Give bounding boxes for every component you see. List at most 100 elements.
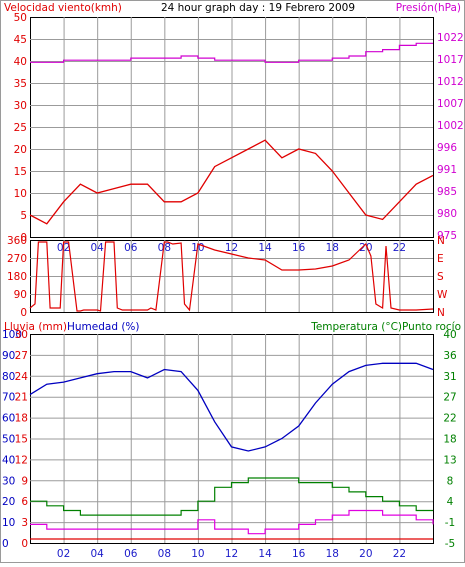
humidity-tick-label: 70 [2, 392, 15, 404]
humidity-tick-label: 0 [2, 538, 9, 550]
pressure-tick-label: 1002 [437, 120, 464, 132]
temperature-tick-label: -1 [445, 517, 455, 529]
hour-tick-label: 04 [90, 548, 104, 560]
humidity-tick-label: 30 [2, 475, 15, 487]
pressure-tick-label: 975 [437, 230, 457, 242]
temperature-line [30, 477, 433, 516]
compass-tick-label: E [437, 253, 444, 265]
humidity-line [29, 362, 434, 452]
compass-tick-label: N [437, 307, 445, 319]
hour-tick-label: 06 [124, 242, 138, 254]
hour-tick-label: 16 [292, 548, 306, 560]
pressure-tick-label: 991 [437, 164, 457, 176]
axis-ticks: 0202040406060808101012121414161618182020… [2, 12, 464, 560]
humidity-tick-label: 40 [2, 454, 15, 466]
wind-tick-label: 10 [14, 188, 27, 200]
wind-tick-label: 5 [20, 210, 27, 222]
hour-tick-label: 18 [326, 242, 339, 254]
dewpoint-line [30, 509, 434, 535]
hour-tick-label: 18 [326, 548, 339, 560]
wind-tick-label: 45 [14, 34, 27, 46]
direction-tick-label: 180 [7, 271, 27, 283]
direction-tick-label: 270 [7, 253, 27, 265]
pressure-tick-label: 1007 [437, 98, 464, 110]
temperature-tick-label: 18 [443, 434, 456, 446]
pressure-axis-label: Presión(hPa) [396, 2, 461, 14]
rain-tick-label: 24 [15, 371, 29, 383]
rain-tick-label: 3 [21, 517, 28, 529]
humidity-tick-label: 10 [2, 517, 15, 529]
pressure-tick-label: 985 [437, 186, 457, 198]
wind-speed-line [29, 139, 434, 225]
temperature-tick-label: 31 [443, 371, 456, 383]
chart-title: 24 hour graph day : 19 Febrero 2009 [161, 2, 355, 14]
compass-tick-label: N [437, 235, 445, 247]
hour-tick-label: 08 [158, 242, 171, 254]
compass-tick-label: S [437, 271, 444, 283]
humidity-tick-label: 60 [2, 413, 15, 425]
temperature-tick-label: 40 [443, 329, 456, 341]
grid-lines [30, 17, 433, 543]
wind-tick-label: 20 [14, 144, 27, 156]
temperature-tick-label: 4 [447, 496, 454, 508]
humidity-axis-label: Humedad (%) [67, 321, 140, 333]
temperature-tick-label: 36 [443, 350, 457, 362]
wind-tick-label: 35 [14, 78, 27, 90]
rain-tick-label: 18 [15, 413, 28, 425]
pressure-tick-label: 980 [437, 208, 457, 220]
humidity-tick-label: 80 [2, 371, 15, 383]
direction-tick-label: 0 [20, 307, 27, 319]
rain-tick-label: 15 [15, 434, 28, 446]
humidity-tick-label: 90 [2, 350, 15, 362]
humidity-tick-label: 50 [2, 434, 15, 446]
hour-tick-label: 20 [359, 548, 372, 560]
rain-tick-label: 6 [21, 496, 28, 508]
wind-tick-label: 30 [14, 100, 27, 112]
wind-tick-label: 40 [14, 56, 27, 68]
rain-tick-label: 0 [21, 538, 28, 550]
hour-tick-label: 04 [90, 242, 104, 254]
rain-tick-label: 27 [15, 350, 28, 362]
data-series [29, 42, 434, 540]
wind-tick-label: 25 [14, 122, 27, 134]
temperature-tick-label: 8 [447, 475, 454, 487]
humidity-tick-label: 100 [2, 329, 22, 341]
hour-tick-label: 14 [258, 242, 272, 254]
hour-tick-label: 12 [225, 242, 238, 254]
pressure-tick-label: 1012 [437, 76, 464, 88]
pressure-tick-label: 996 [437, 142, 457, 154]
hour-tick-label: 02 [57, 548, 70, 560]
temperature-dewpoint-axis-label: Temperatura (°C)Punto rocío [310, 321, 461, 333]
hour-tick-label: 16 [292, 242, 306, 254]
wind-tick-label: 15 [14, 166, 27, 178]
temperature-tick-label: 22 [443, 413, 456, 425]
humidity-tick-label: 20 [2, 496, 15, 508]
hour-tick-label: 14 [258, 548, 272, 560]
pressure-tick-label: 1017 [437, 54, 464, 66]
rain-axis-label: Lluvia (mm) [4, 321, 67, 333]
compass-tick-label: W [437, 289, 448, 301]
hour-tick-label: 06 [124, 548, 138, 560]
rain-tick-label: 30 [15, 329, 28, 341]
temperature-tick-label: 13 [443, 454, 456, 466]
direction-tick-label: 90 [14, 289, 27, 301]
hour-tick-label: 22 [393, 242, 406, 254]
wind-tick-label: 50 [14, 12, 27, 24]
direction-tick-label: 360 [7, 235, 27, 247]
wind-tick-label: 0 [20, 232, 27, 244]
hour-tick-label: 12 [225, 548, 238, 560]
rain-tick-label: 21 [15, 392, 28, 404]
rain-tick-label: 9 [21, 475, 28, 487]
pressure-tick-label: 1022 [437, 32, 464, 44]
hour-tick-label: 22 [393, 548, 406, 560]
hour-tick-label: 08 [158, 548, 171, 560]
pressure-line [30, 42, 433, 63]
wind-axis-label: Velocidad viento(kmh) [4, 2, 122, 14]
wind-direction-line [29, 241, 434, 312]
temperature-tick-label: 27 [443, 392, 456, 404]
rain-tick-label: 12 [15, 454, 28, 466]
hour-tick-label: 10 [191, 548, 204, 560]
temperature-tick-label: -5 [445, 538, 455, 550]
